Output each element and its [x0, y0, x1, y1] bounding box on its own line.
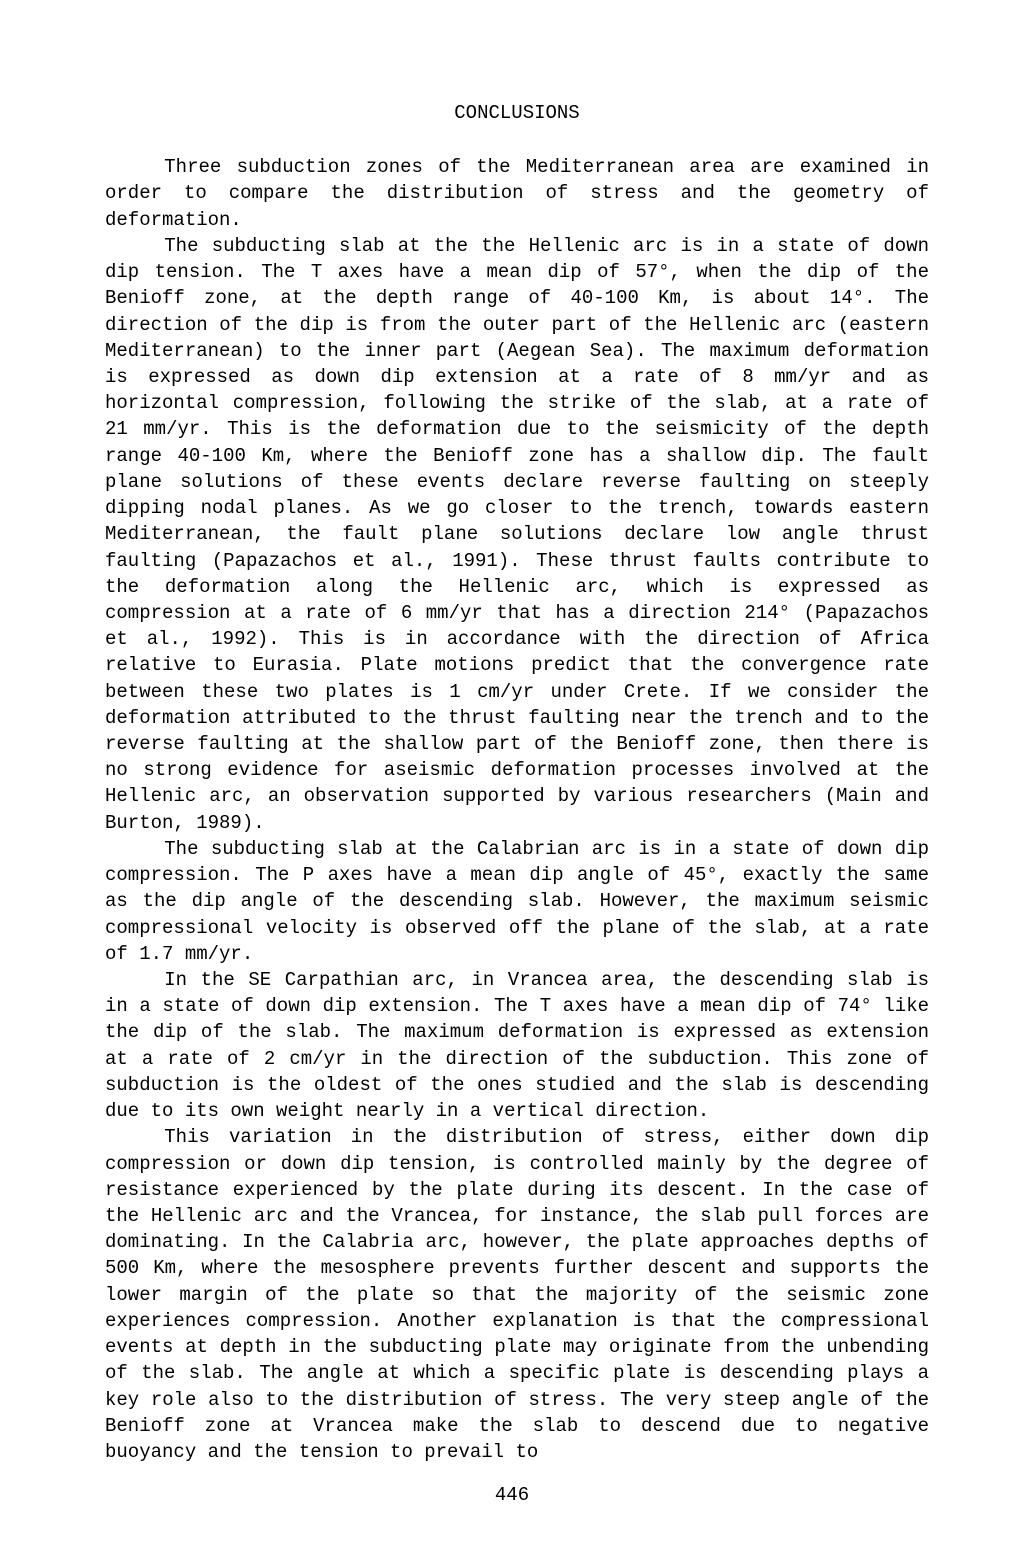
paragraph-5: This variation in the distribution of st…: [105, 1124, 929, 1465]
paragraph-1: Three subduction zones of the Mediterran…: [105, 154, 929, 233]
paragraph-3: The subducting slab at the Calabrian arc…: [105, 836, 929, 967]
section-heading: CONCLUSIONS: [105, 100, 929, 126]
paragraph-2: The subducting slab at the the Hellenic …: [105, 233, 929, 836]
paragraph-4: In the SE Carpathian arc, in Vrancea are…: [105, 967, 929, 1124]
page-number: 446: [0, 1482, 1024, 1508]
